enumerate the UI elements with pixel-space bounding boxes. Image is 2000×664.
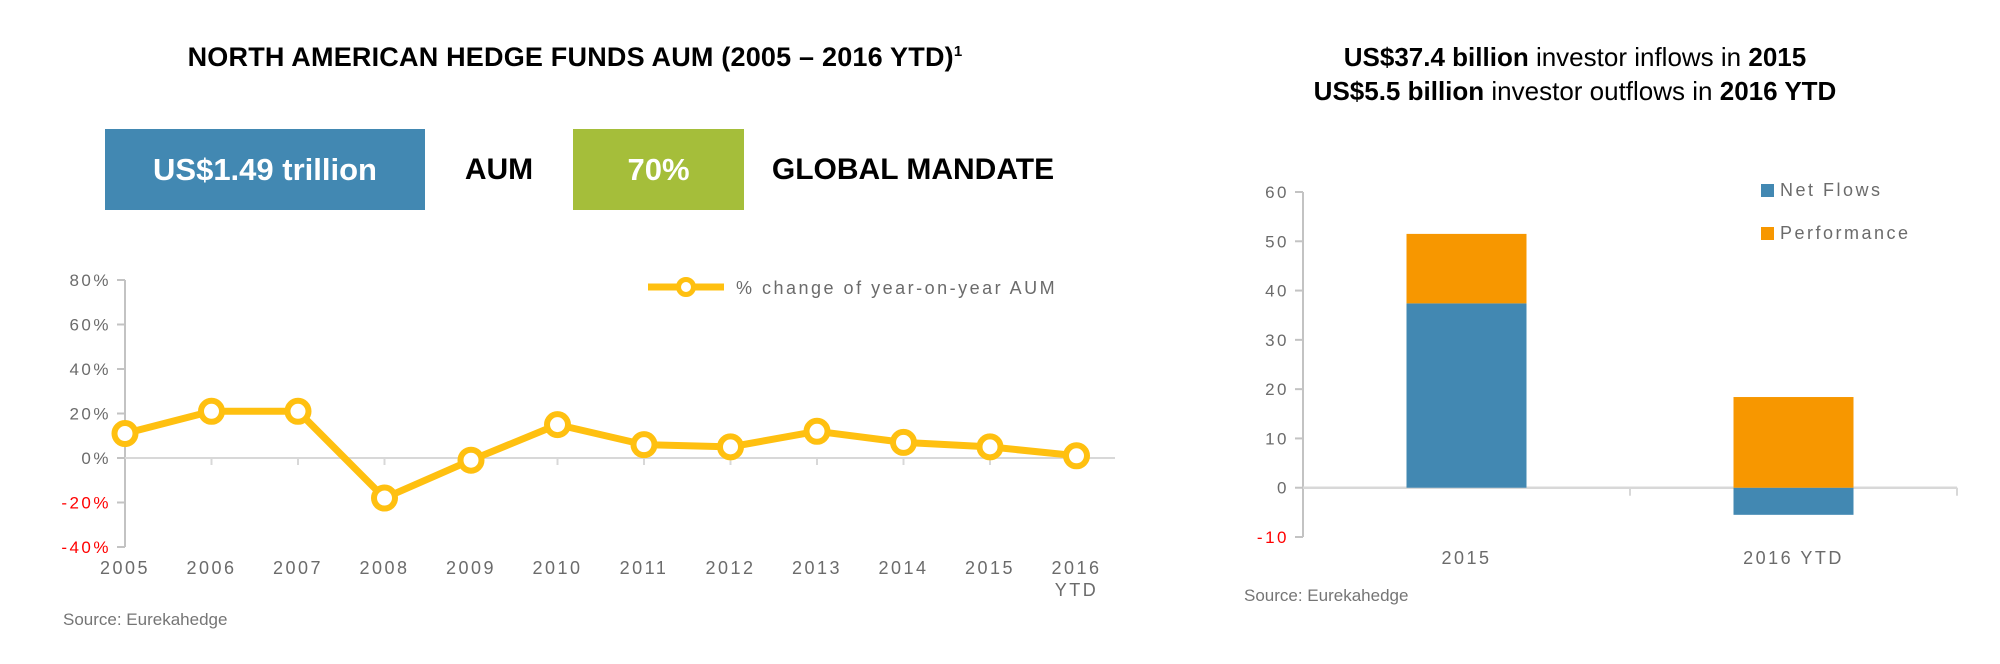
data-point-marker [717, 433, 744, 461]
aum-change-line [121, 407, 1080, 502]
x-axis-tick-label: 2009 [446, 558, 496, 578]
y-axis-tick-label: -10 [1257, 528, 1289, 547]
right-chart-title: US$37.4 billion investor inflows in 2015… [1180, 40, 1970, 108]
data-point-marker [284, 397, 312, 425]
outflow-text: investor outflows in [1484, 76, 1720, 106]
data-point-marker [544, 411, 571, 439]
legend-swatch-net-flows [1761, 184, 1774, 197]
x-axis-tick-label: 2007 [273, 558, 323, 578]
legend-label: Net Flows [1780, 180, 1883, 200]
x-axis-category-label: 2016 YTD [1743, 548, 1844, 568]
data-point-marker [630, 431, 658, 459]
y-axis-tick-label: 20 [1265, 380, 1289, 399]
x-axis-tick-label: 2012 [705, 558, 755, 578]
right-source-note: Source: Eurekahedge [1244, 586, 1409, 605]
right-title-line-2: US$5.5 billion investor outflows in 2016… [1180, 74, 1970, 108]
left-source-note: Source: Eurekahedge [63, 610, 228, 629]
inflow-year: 2015 [1748, 42, 1807, 72]
y-axis-tick-label: 0 [1277, 479, 1289, 498]
inflow-text: investor inflows in [1528, 42, 1749, 72]
legend-marker [676, 277, 696, 297]
aum-line-chart-svg: 80% 60% 40% 20% 0% -20% -40%2005 2006 2007 2008 20… [61, 271, 1115, 600]
footnote-marker: 1 [953, 43, 963, 60]
x-axis-tick-label: 2005 [100, 558, 150, 578]
y-axis-tick-label: 20% [69, 405, 111, 424]
left-chart-title-text: NORTH AMERICAN HEDGE FUNDS AUM (2005 – 2… [187, 42, 954, 72]
x-axis-tick-label: 2006 [186, 558, 236, 578]
x-axis-tick-label: YTD [1055, 580, 1099, 600]
aum-line-chart: 80% 60% 40% 20% 0% -20% -40% 2005 2006 2007 2008 20… [40, 260, 1140, 612]
bar-segment-net-flows [1733, 487, 1854, 515]
data-point-marker [371, 484, 398, 512]
data-point-marker [803, 417, 831, 445]
y-axis-tick-label: 80% [69, 271, 111, 290]
aum-badge-label: AUM [464, 153, 534, 186]
y-axis-tick-label: 10 [1265, 429, 1289, 448]
global-mandate-value-badge: 70% [573, 129, 744, 210]
x-axis-tick-label: 2014 [878, 558, 928, 578]
y-axis-tick-label: 0% [81, 449, 111, 468]
legend-swatch-performance [1761, 227, 1774, 240]
legend-label: % change of year-on-year AUM [736, 278, 1057, 298]
x-axis-tick-label: 2011 [620, 558, 669, 578]
left-chart-title: NORTH AMERICAN HEDGE FUNDS AUM (2005 – 2… [100, 42, 1050, 73]
y-axis-tick-label: 30 [1265, 331, 1289, 350]
data-point-marker [457, 446, 485, 474]
x-axis-tick-label: 2010 [532, 558, 582, 578]
x-axis-tick-label: 2013 [792, 558, 842, 578]
data-point-marker [1063, 442, 1090, 470]
legend-label: Performance [1780, 223, 1911, 243]
x-axis-tick-label: 2016 [1051, 558, 1101, 578]
right-title-line-1: US$37.4 billion investor inflows in 2015 [1180, 40, 1970, 74]
data-point-marker [198, 397, 225, 425]
y-axis-tick-label: 40 [1265, 282, 1289, 301]
data-point-marker [111, 420, 139, 448]
x-axis-category-label: 2015 [1441, 548, 1491, 568]
y-axis-tick-label: 40% [69, 360, 111, 379]
data-point-marker [976, 433, 1004, 461]
bar-segment-performance [1406, 233, 1527, 304]
bar-segment-net-flows [1406, 303, 1527, 488]
y-axis-tick-label: -40% [61, 538, 111, 557]
y-axis-tick-label: -20% [61, 494, 111, 513]
y-axis-tick-label: 60% [69, 316, 111, 335]
flows-performance-bar-chart: 60 50 40 30 20 10 0 -10 2015 2016 YTD Net Flows Per… [1200, 140, 1990, 590]
y-axis-tick-label: 50 [1265, 232, 1289, 251]
aum-value-badge: US$1.49 trillion [105, 129, 425, 210]
data-point-marker [890, 428, 917, 456]
inflow-amount: US$37.4 billion [1343, 42, 1529, 72]
global-mandate-badge-label: GLOBAL MANDATE [771, 153, 1055, 186]
x-axis-tick-label: 2008 [359, 558, 409, 578]
x-axis-tick-label: 2015 [965, 558, 1015, 578]
outflow-amount: US$5.5 billion [1313, 76, 1485, 106]
y-axis-tick-label: 60 [1265, 183, 1289, 202]
bar-segment-performance [1733, 397, 1854, 488]
flows-bar-chart-svg: 60 50 40 30 20 10 0 -10 2015 2016 YTD Net Flows Per… [1257, 180, 1958, 568]
outflow-year: 2016 YTD [1719, 76, 1837, 106]
